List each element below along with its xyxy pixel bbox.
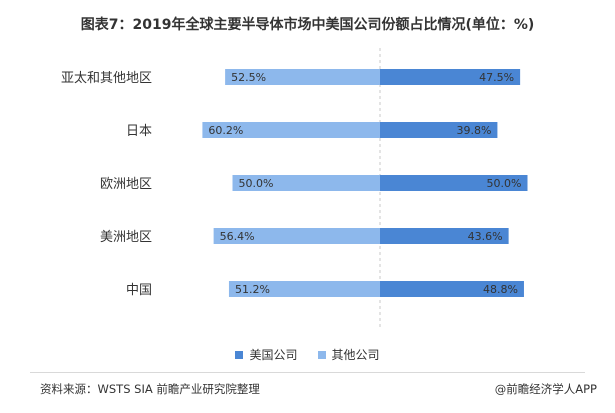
value-label-us-3: 43.6% bbox=[468, 230, 503, 243]
value-label-us-2: 50.0% bbox=[487, 177, 522, 190]
bar-us-3 bbox=[380, 228, 509, 244]
value-label-other-4: 51.2% bbox=[235, 283, 270, 296]
category-label-3: 美洲地区 bbox=[100, 230, 152, 245]
footer-divider bbox=[30, 372, 585, 373]
value-label-other-2: 50.0% bbox=[239, 177, 274, 190]
credit-note: @前瞻经济学人APP bbox=[494, 382, 597, 396]
category-label-4: 中国 bbox=[126, 283, 152, 298]
bar-us-0 bbox=[380, 69, 521, 85]
legend-item-us: 美国公司 bbox=[235, 346, 298, 363]
value-label-other-1: 60.2% bbox=[208, 124, 243, 137]
legend-item-other: 其他公司 bbox=[317, 346, 380, 363]
category-label-2: 欧洲地区 bbox=[100, 177, 152, 192]
legend-label-us: 美国公司 bbox=[249, 348, 298, 362]
bar-other-2 bbox=[232, 175, 380, 191]
chart-title: 图表7：2019年全球主要半导体市场中美国公司份额占比情况(单位：%) bbox=[80, 17, 535, 33]
value-label-other-0: 52.5% bbox=[231, 71, 266, 84]
source-note: 资料来源：WSTS SIA 前瞻产业研究院整理 bbox=[40, 382, 260, 396]
category-label-0: 亚太和其他地区 bbox=[61, 71, 152, 86]
bar-other-4 bbox=[228, 281, 380, 297]
bar-other-0 bbox=[225, 69, 380, 85]
legend-label-other: 其他公司 bbox=[331, 348, 380, 362]
bar-other-3 bbox=[213, 228, 380, 244]
value-label-us-0: 47.5% bbox=[479, 71, 514, 84]
legend-swatch-other bbox=[317, 350, 326, 359]
bar-us-1 bbox=[380, 122, 498, 138]
value-label-us-1: 39.8% bbox=[456, 124, 491, 137]
bar-other-1 bbox=[202, 122, 380, 138]
value-label-other-3: 56.4% bbox=[220, 230, 255, 243]
category-label-1: 日本 bbox=[126, 124, 152, 139]
bar-us-2 bbox=[380, 175, 528, 191]
value-label-us-4: 48.8% bbox=[483, 283, 518, 296]
legend-swatch-us bbox=[235, 350, 244, 359]
chart-legend: 美国公司 其他公司 bbox=[0, 346, 615, 363]
bar-us-4 bbox=[380, 281, 524, 297]
